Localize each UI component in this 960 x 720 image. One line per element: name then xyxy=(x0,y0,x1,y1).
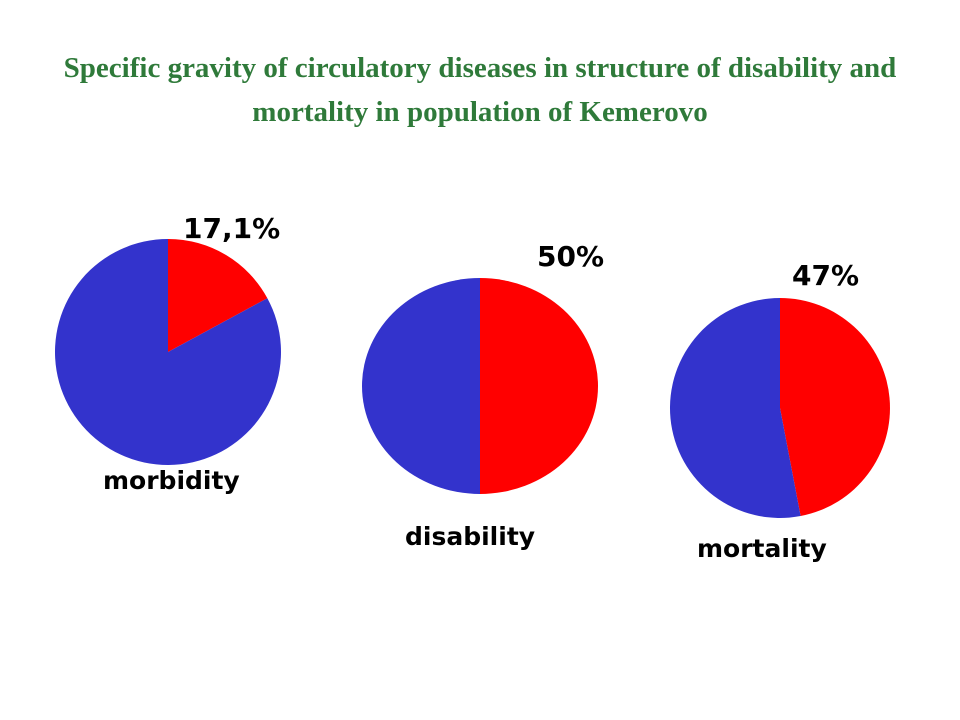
pie-chart-disability: 50% disability xyxy=(362,240,604,551)
pie-category-label-disability: disability xyxy=(405,522,535,551)
pie-percent-label-mortality: 47% xyxy=(792,259,859,292)
pie-category-label-mortality: mortality xyxy=(697,534,827,563)
pie-chart-morbidity: 17,1% morbidity xyxy=(54,212,281,495)
pie-slice-disability-remainder xyxy=(362,278,480,494)
pie-chart-mortality: 47% mortality xyxy=(669,259,890,563)
pie-slice-mortality-highlight xyxy=(780,298,890,517)
pie-slice-morbidity-remainder xyxy=(54,239,281,465)
pie-slice-morbidity-highlight xyxy=(168,239,268,352)
pie-percent-label-morbidity: 17,1% xyxy=(183,212,280,245)
pie-slice-mortality-remainder xyxy=(669,298,801,518)
page-title: Specific gravity of circulatory diseases… xyxy=(63,52,897,128)
pie-slice-disability-highlight xyxy=(480,278,598,494)
pie-category-label-morbidity: morbidity xyxy=(103,466,240,495)
pie-percent-label-disability: 50% xyxy=(537,240,604,273)
